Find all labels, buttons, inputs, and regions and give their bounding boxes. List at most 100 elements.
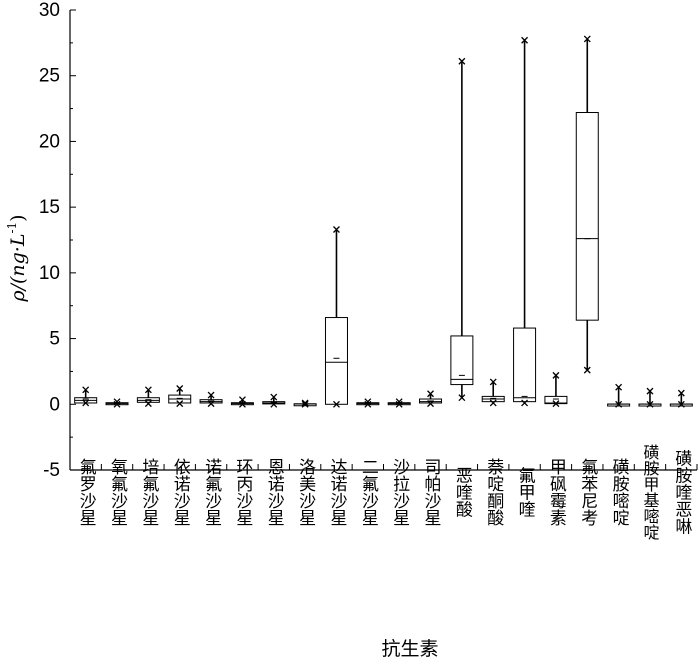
x-category-label: 恩诺沙星: [264, 458, 285, 526]
max-marker: [489, 378, 497, 386]
x-category-label: 司帕沙星: [421, 458, 442, 526]
min-marker: [677, 400, 685, 408]
y-axis-title-main: ρ/(ng·L: [7, 234, 29, 303]
min-marker: [395, 400, 403, 408]
min-marker: [615, 400, 623, 408]
y-tick-label: 30: [39, 0, 60, 21]
min-marker: [301, 400, 309, 408]
min-marker: [583, 366, 591, 374]
box-group-4: [168, 385, 192, 408]
y-tick-label: 5: [49, 329, 60, 350]
box-group-11: [387, 398, 411, 408]
y-tick-label: 0: [49, 394, 60, 415]
x-category-label: 洛美沙星: [295, 458, 316, 526]
max-marker: [144, 386, 152, 394]
min-marker: [458, 394, 466, 402]
min-marker: [489, 399, 497, 407]
min-marker: [552, 400, 560, 408]
box-group-8: [293, 399, 317, 408]
max-marker: [333, 226, 340, 233]
max-marker: [427, 390, 434, 398]
min-marker: [521, 399, 529, 407]
x-category-label: 磺胺嘧啶: [609, 458, 630, 526]
y-tick-label: 25: [39, 66, 60, 87]
x-category-label: 培氟沙星: [138, 458, 159, 526]
box-iqr: [513, 327, 537, 403]
min-marker: [646, 400, 654, 408]
y-axis-title-sup: -1: [5, 222, 19, 234]
y-tick-label: 10: [39, 263, 60, 284]
x-category-label: 二氟沙星: [358, 458, 379, 526]
min-marker: [207, 400, 215, 408]
x-category-label: 依诺沙星: [170, 458, 191, 526]
x-category-label: 诺氟沙星: [201, 458, 222, 526]
max-marker: [552, 371, 560, 379]
max-marker: [583, 35, 591, 43]
box-group-12: [419, 390, 443, 408]
box-group-17: [575, 35, 599, 374]
max-marker: [677, 389, 685, 397]
min-marker: [333, 400, 340, 408]
x-axis-title: 抗生素: [381, 638, 438, 660]
max-marker: [521, 36, 529, 44]
x-category-label: 氟苯尼考: [577, 458, 598, 527]
x-category-label: 达诺沙星: [326, 458, 347, 526]
max-marker: [176, 385, 184, 392]
box-group-5: [199, 391, 223, 408]
x-category-label: 甲砜霉素: [546, 458, 567, 526]
max-marker: [301, 399, 309, 407]
x-category-label: 恶喹酸: [452, 467, 473, 518]
box-group-19: [638, 387, 662, 408]
box-group-7: [262, 393, 286, 408]
min-marker: [238, 400, 246, 408]
min-marker: [82, 399, 90, 407]
max-marker: [270, 393, 278, 401]
min-marker: [427, 400, 434, 408]
box-group-2: [105, 398, 129, 408]
max-marker: [458, 57, 466, 65]
x-category-label: 氟罗沙星: [76, 458, 97, 526]
x-category-label: 沙拉沙星: [389, 458, 410, 526]
max-marker: [82, 386, 90, 394]
box-group-14: [481, 378, 505, 407]
box-group-9: [324, 226, 348, 408]
max-marker: [113, 398, 121, 406]
max-marker: [364, 398, 372, 406]
y-tick-label: 20: [39, 131, 60, 152]
box-iqr: [575, 112, 599, 321]
min-marker: [364, 400, 372, 408]
max-marker: [207, 391, 215, 399]
y-tick-label: 15: [39, 197, 60, 218]
category-labels-group: 氟罗沙星 氧氟沙星 培氟沙星 依诺沙星 诺氟沙星 环丙沙星 恩诺沙星 洛美沙星 达诺沙星 二氟沙星…: [76, 444, 692, 540]
y-axis-title-tail: ): [7, 214, 29, 221]
box-group-3: [136, 386, 160, 408]
box-group-13: [450, 57, 474, 402]
max-marker: [395, 398, 403, 406]
y-axis-title: ρ/(ng·L-1): [5, 214, 29, 302]
box-group-1: [74, 386, 98, 407]
min-marker: [113, 400, 121, 408]
x-category-label: 氧氟沙星: [107, 458, 128, 526]
min-marker: [270, 400, 278, 408]
box-group-6: [230, 396, 254, 408]
box-iqr: [450, 335, 474, 386]
boxes-group: [74, 35, 693, 408]
x-category-label: 磺胺甲基嘧啶: [640, 444, 659, 540]
x-category-label: 环丙沙星: [232, 458, 253, 526]
box-group-18: [607, 383, 631, 408]
max-marker: [646, 387, 654, 395]
box-group-20: [669, 389, 693, 408]
axes-group: -5 0 5 10 15 20 25 30: [39, 0, 698, 481]
x-category-label: 氟甲喹: [515, 466, 536, 517]
x-category-label: 萘啶酮酸: [483, 458, 504, 526]
max-marker: [615, 383, 623, 391]
x-category-label: 磺胺喹恶啉: [671, 449, 692, 534]
y-tick-label: -5: [43, 460, 60, 481]
box-group-10: [356, 398, 380, 408]
min-marker: [144, 400, 152, 408]
min-marker: [176, 400, 184, 408]
box-group-16: [544, 371, 568, 408]
box-group-15: [513, 36, 537, 407]
